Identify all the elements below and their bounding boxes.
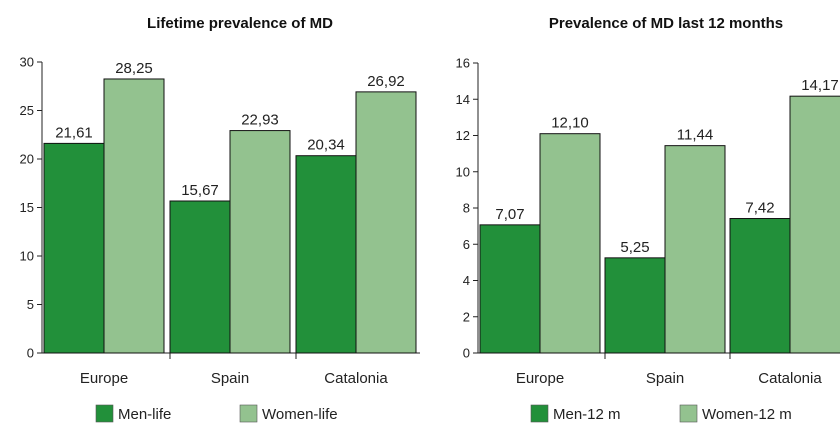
x-tick-label-12m: Spain [646, 370, 684, 387]
bar-12m-europe-men [479, 224, 541, 354]
chart-title-12m: Prevalence of MD last 12 months [549, 15, 783, 32]
bar-12m-europe-women [539, 133, 601, 354]
data-label-12m: 12,10 [551, 115, 589, 132]
y-tick-label-12m: 6 [463, 237, 470, 252]
y-tick-label-lifetime: 10 [20, 249, 34, 264]
data-label-lifetime: 26,92 [367, 73, 405, 90]
x-tick-label-lifetime: Spain [211, 370, 249, 387]
y-tick-label-12m: 8 [463, 201, 470, 216]
y-tick-label-12m: 12 [456, 128, 470, 143]
bar-12m-spain-men [604, 257, 666, 354]
legend-label-12m: Women-12 m [702, 406, 792, 423]
bar-12m-catalonia-men [729, 218, 791, 354]
y-tick-label-lifetime: 15 [20, 200, 34, 215]
bar-lifetime-catalonia-women [355, 91, 417, 354]
bar-lifetime-europe-women [103, 78, 165, 354]
bar-lifetime-europe-men [43, 142, 105, 354]
y-tick-label-lifetime: 5 [27, 297, 34, 312]
data-label-lifetime: 22,93 [241, 112, 279, 129]
x-tick-label-lifetime: Europe [80, 370, 128, 387]
legend-swatch-lifetime-women [239, 404, 258, 423]
y-tick-label-lifetime: 30 [20, 55, 34, 70]
data-label-lifetime: 21,61 [55, 124, 93, 141]
y-tick-label-12m: 2 [463, 309, 470, 324]
x-tick-label-lifetime: Catalonia [324, 370, 388, 387]
y-tick-label-12m: 0 [463, 346, 470, 361]
legend-swatch-lifetime-men [95, 404, 114, 423]
data-label-lifetime: 15,67 [181, 182, 219, 199]
data-label-lifetime: 20,34 [307, 137, 345, 154]
chart-title-lifetime: Lifetime prevalence of MD [147, 15, 333, 32]
data-label-12m: 7,07 [495, 206, 524, 223]
data-label-12m: 14,17 [801, 77, 839, 94]
y-tick-label-12m: 16 [456, 56, 470, 71]
bar-lifetime-catalonia-men [295, 155, 357, 354]
y-tick-label-12m: 14 [456, 92, 470, 107]
data-label-12m: 5,25 [620, 239, 649, 256]
y-tick-label-lifetime: 0 [27, 346, 34, 361]
y-tick-label-lifetime: 25 [20, 103, 34, 118]
legend-swatch-12m-men [530, 404, 549, 423]
bar-12m-catalonia-women [789, 95, 840, 354]
data-label-lifetime: 28,25 [115, 60, 153, 77]
bar-12m-spain-women [664, 145, 726, 354]
y-tick-label-lifetime: 20 [20, 152, 34, 167]
y-tick-label-12m: 4 [463, 273, 470, 288]
data-label-12m: 7,42 [745, 200, 774, 217]
legend-label-12m: Men-12 m [553, 406, 621, 423]
legend-label-lifetime: Women-life [262, 406, 338, 423]
x-tick-label-12m: Europe [516, 370, 564, 387]
legend-label-lifetime: Men-life [118, 406, 171, 423]
y-tick-label-12m: 10 [456, 164, 470, 179]
bar-lifetime-spain-men [169, 200, 231, 354]
x-tick-label-12m: Catalonia [758, 370, 822, 387]
bar-lifetime-spain-women [229, 130, 291, 354]
legend-swatch-12m-women [679, 404, 698, 423]
data-label-12m: 11,44 [677, 127, 713, 144]
